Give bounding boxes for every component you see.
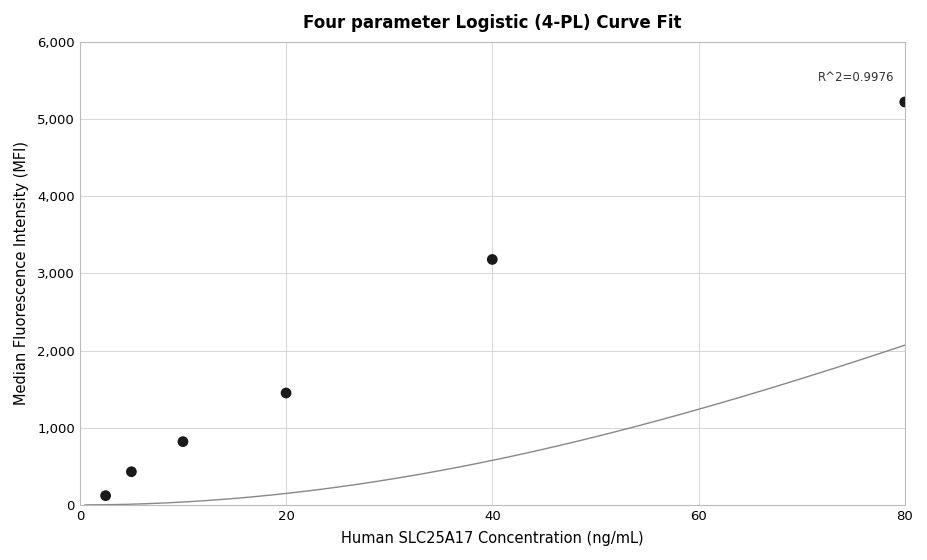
Title: Four parameter Logistic (4-PL) Curve Fit: Four parameter Logistic (4-PL) Curve Fit [303, 14, 681, 32]
X-axis label: Human SLC25A17 Concentration (ng/mL): Human SLC25A17 Concentration (ng/mL) [341, 531, 643, 546]
Point [175, 437, 190, 446]
Y-axis label: Median Fluorescence Intensity (MFI): Median Fluorescence Intensity (MFI) [14, 141, 29, 405]
Point [897, 97, 912, 106]
Point [98, 491, 113, 500]
Point [485, 255, 500, 264]
Point [124, 467, 139, 476]
Text: R^2=0.9976: R^2=0.9976 [818, 71, 895, 84]
Point [279, 389, 294, 398]
